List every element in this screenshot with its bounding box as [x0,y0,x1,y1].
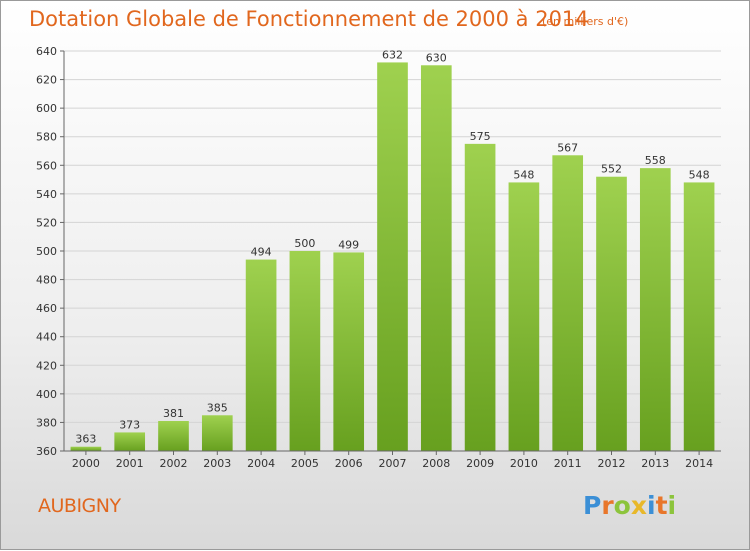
bar [377,62,408,452]
bar-value-label: 548 [513,168,534,181]
x-tick-label: 2008 [422,457,450,470]
bar [201,415,233,451]
bar [464,143,496,451]
y-tick-label: 540 [36,188,57,201]
logo-letter: o [613,491,631,520]
y-tick-label: 440 [36,331,57,344]
axes: 360 380 400 420 440 460 480 500 520 540 560 580 600 6… [36,45,721,470]
chart-title: Dotation Globale de Fonctionnement de 20… [29,7,589,31]
y-tick-label: 360 [36,445,57,458]
y-tick-label: 380 [36,416,57,429]
bar [114,432,146,451]
logo-letter: r [601,491,614,520]
bar [683,182,715,451]
logo-letter: P [583,491,602,520]
y-tick-label: 600 [36,102,57,115]
bar [158,421,189,451]
bar [639,168,671,451]
bar-value-label: 548 [689,168,710,181]
x-tick-label: 2006 [335,457,363,470]
bar-value-label: 558 [645,154,666,167]
bar-value-label: 363 [75,433,96,446]
y-tick-label: 400 [36,388,57,401]
x-tick-label: 2001 [116,457,144,470]
bar [420,65,452,452]
x-tick-label: 2002 [160,457,188,470]
x-tick-label: 2009 [466,457,494,470]
bar-value-label: 632 [382,48,403,61]
x-tick-label: 2010 [510,457,538,470]
bar-value-label: 499 [338,238,359,251]
y-tick-label: 580 [36,131,57,144]
logo-letter: t [655,491,668,520]
bars [70,62,715,452]
y-tick-label: 480 [36,274,57,287]
x-tick-label: 2000 [72,457,100,470]
x-tick-label: 2014 [685,457,713,470]
bar-value-label: 552 [601,163,622,176]
x-tick-label: 2005 [291,457,319,470]
x-tick-label: 2011 [554,457,582,470]
bar-value-label: 373 [119,418,140,431]
value-labels: 363 373 381 385 494 500 499 632 630 575 548 567 552 5… [75,48,709,445]
bar [596,176,627,451]
bar [552,155,584,452]
x-tick-label: 2003 [203,457,231,470]
logo-letter: x [630,491,647,520]
y-tick-label: 620 [36,74,57,87]
y-tick-label: 560 [36,159,57,172]
bar [70,446,102,451]
bar-value-label: 567 [557,141,578,154]
bar-value-label: 381 [163,407,184,420]
bar-value-label: 385 [207,401,228,414]
y-tick-label: 520 [36,216,57,229]
bar-value-label: 575 [470,130,491,143]
chart-unit: (en milliers d'€) [542,15,629,28]
y-tick-label: 420 [36,359,57,372]
bar-value-label: 630 [426,51,447,64]
logo-letter: i [667,491,677,520]
x-tick-label: 2013 [641,457,669,470]
bar [508,182,540,451]
bar [333,252,365,451]
bar-value-label: 494 [251,246,272,259]
x-tick-label: 2004 [247,457,275,470]
y-tick-label: 640 [36,45,57,58]
bar [245,259,277,451]
proxiti-logo: Proxiti [583,491,676,520]
x-tick-label: 2007 [379,457,407,470]
commune-name: AUBIGNY [38,495,121,517]
bar-value-label: 500 [294,237,315,250]
y-tick-label: 500 [36,245,57,258]
bar [289,251,321,451]
y-tick-label: 460 [36,302,57,315]
x-tick-label: 2012 [598,457,626,470]
logo-letter: i [647,491,656,520]
